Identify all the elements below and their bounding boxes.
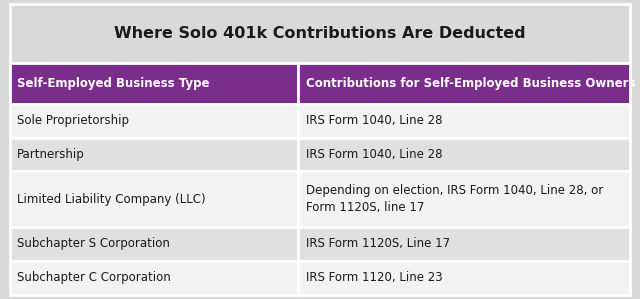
Bar (10, 261, 298, 295)
Bar (10, 227, 298, 261)
Text: IRS Form 1040, Line 28: IRS Form 1040, Line 28 (306, 114, 442, 127)
Text: Sole Proprietorship: Sole Proprietorship (17, 114, 129, 127)
Bar (298, 227, 630, 261)
Bar (10, 104, 298, 138)
Text: Subchapter C Corporation: Subchapter C Corporation (17, 271, 171, 284)
Bar (10, 171, 298, 227)
Bar (10, 138, 298, 171)
Text: IRS Form 1120, Line 23: IRS Form 1120, Line 23 (306, 271, 443, 284)
Text: IRS Form 1120S, Line 17: IRS Form 1120S, Line 17 (306, 237, 450, 251)
Bar (298, 261, 630, 295)
Text: IRS Form 1040, Line 28: IRS Form 1040, Line 28 (306, 148, 442, 161)
Bar (298, 138, 630, 171)
Text: Limited Liability Company (LLC): Limited Liability Company (LLC) (17, 193, 206, 206)
Text: Contributions for Self-Employed Business Owners: Contributions for Self-Employed Business… (306, 77, 636, 90)
Text: Self-Employed Business Type: Self-Employed Business Type (17, 77, 210, 90)
Text: Where Solo 401k Contributions Are Deducted: Where Solo 401k Contributions Are Deduct… (114, 26, 526, 41)
Bar (298, 63, 630, 104)
Bar (10, 4, 630, 63)
Text: Partnership: Partnership (17, 148, 85, 161)
Bar (298, 171, 630, 227)
Text: Depending on election, IRS Form 1040, Line 28, or
Form 1120S, line 17: Depending on election, IRS Form 1040, Li… (306, 184, 604, 214)
Text: Subchapter S Corporation: Subchapter S Corporation (17, 237, 170, 251)
Bar (10, 63, 298, 104)
Bar (298, 104, 630, 138)
